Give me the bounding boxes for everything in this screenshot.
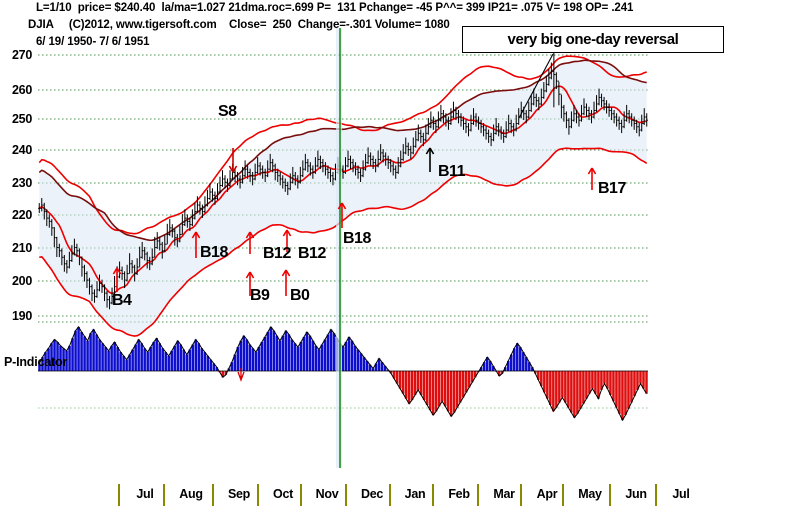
ohlc-bars — [38, 38, 648, 310]
y-axis-tick-label: 240 — [12, 143, 32, 157]
callout-text: very big one-day reversal — [507, 31, 679, 48]
callout-leader-line — [518, 53, 554, 119]
y-axis-tick-label: 260 — [12, 83, 32, 97]
month-label-aug-1: Aug — [179, 487, 203, 501]
month-tick — [655, 484, 657, 506]
month-label-jun-11: Jun — [625, 487, 647, 501]
month-label-may-10: May — [578, 487, 602, 501]
moving-average-line — [38, 59, 647, 242]
signal-arrows — [112, 147, 597, 382]
signal-label-b17: B17 — [598, 180, 626, 197]
y-axis-tick-label: 250 — [12, 112, 32, 126]
callout-box: very big one-day reversal — [462, 26, 724, 53]
signal-label-b12: B12 — [263, 245, 291, 262]
stats-line-primary: L=1/10 price= $240.40 la/ma=1.027 21dma.… — [36, 2, 634, 14]
month-label-mar-8: Mar — [493, 487, 515, 501]
signal-label-b0: B0 — [290, 287, 310, 304]
signal-label-b11: B11 — [438, 163, 465, 180]
month-tick — [257, 484, 259, 506]
month-label-oct-3: Oct — [273, 487, 293, 501]
x-axis-months: Jul Aug Sep Oct Nov Dec Jan Feb Mar Apr May Jun Jul — [0, 484, 800, 512]
signal-label-s8: S8 — [218, 103, 237, 120]
y-axis-tick-label: 230 — [12, 176, 32, 190]
date-range-label: 6/ 19/ 1950- 7/ 6/ 1951 — [36, 36, 150, 48]
month-tick — [477, 484, 479, 506]
y-axis-tick-label: 210 — [12, 241, 32, 255]
month-tick — [389, 484, 391, 506]
month-label-jul-12: Jul — [672, 487, 690, 501]
signal-label-b18: B18 — [343, 230, 371, 247]
stats-line-symbol-copyright: DJIA (C)2012, www.tigersoft.com Close= 2… — [28, 19, 450, 31]
month-tick — [432, 484, 434, 506]
month-tick — [609, 484, 611, 506]
month-label-apr-9: Apr — [536, 487, 558, 501]
month-tick — [163, 484, 165, 506]
p-indicator-label: P-Indicator — [4, 355, 68, 369]
y-axis-tick-label: 190 — [12, 309, 32, 323]
y-axis-tick-label: 220 — [12, 208, 32, 222]
month-label-jan-6: Jan — [404, 487, 426, 501]
month-tick — [520, 484, 522, 506]
signal-label-b9: B9 — [250, 287, 270, 304]
month-tick — [300, 484, 302, 506]
month-tick — [345, 484, 347, 506]
month-label-feb-7: Feb — [448, 487, 470, 501]
month-label-jul-0: Jul — [136, 487, 154, 501]
month-tick — [118, 484, 120, 506]
signal-label-b12: B12 — [298, 245, 326, 262]
y-axis-tick-label: 200 — [12, 274, 32, 288]
month-tick — [562, 484, 564, 506]
cursor-vertical-line[interactable] — [336, 28, 342, 468]
month-label-dec-5: Dec — [360, 487, 384, 501]
month-label-sep-2: Sep — [227, 487, 251, 501]
y-axis-tick-label: 270 — [12, 48, 32, 62]
month-label-nov-4: Nov — [315, 487, 339, 501]
signal-label-b4: B4 — [112, 292, 132, 309]
month-tick — [212, 484, 214, 506]
signal-label-b18: B18 — [200, 244, 228, 261]
p-indicator-histogram — [38, 326, 648, 422]
